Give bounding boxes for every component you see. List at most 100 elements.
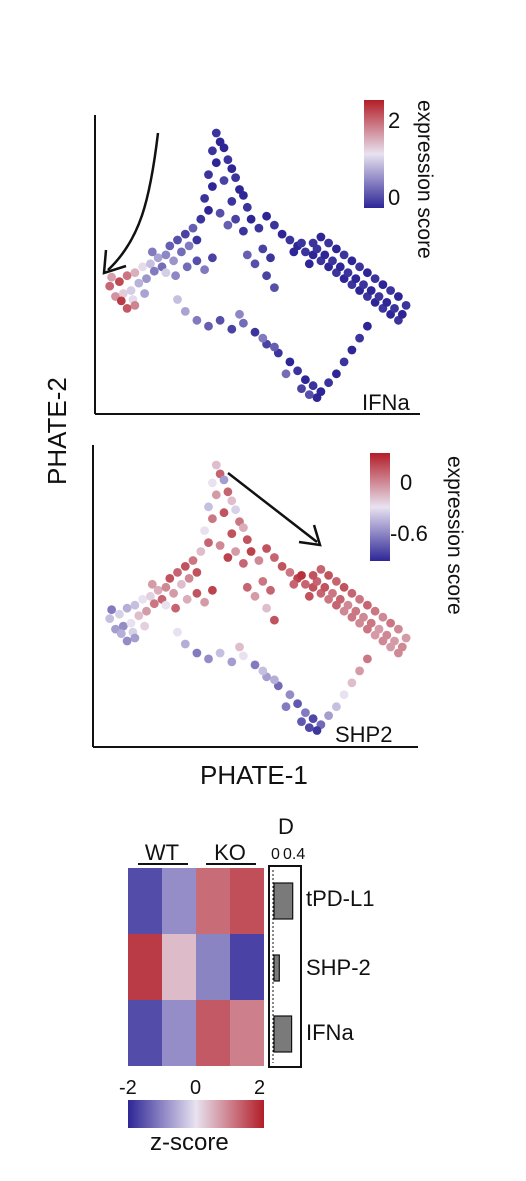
scatter-point xyxy=(250,259,260,269)
scatter-point xyxy=(208,146,217,156)
scatter-point xyxy=(328,588,337,598)
scatter-point xyxy=(355,594,364,604)
scatter-point xyxy=(242,202,252,212)
scatter-point xyxy=(146,259,155,269)
scatter-point xyxy=(239,559,248,568)
scatter-point xyxy=(196,547,206,556)
scatter-point xyxy=(335,262,345,272)
scatter-point xyxy=(227,324,237,334)
scatter-point xyxy=(122,636,132,646)
scatter-point xyxy=(355,666,364,676)
scatter-point xyxy=(204,205,213,215)
scatter-point xyxy=(277,229,287,239)
scatter-point xyxy=(382,630,392,640)
scatter-point xyxy=(219,475,229,485)
heatmap-column-groups: WT KO xyxy=(138,840,256,865)
heatmap-cell xyxy=(162,934,196,1000)
scatter-point xyxy=(171,271,181,281)
scatter-point xyxy=(281,369,291,379)
scatter-point xyxy=(235,309,244,319)
heatmap-cell xyxy=(230,1000,264,1066)
scatter-point xyxy=(343,268,353,278)
colorbar-gradient xyxy=(128,1100,264,1128)
scatter-point xyxy=(355,333,364,343)
scatter-point xyxy=(173,235,182,245)
scatter-point xyxy=(401,633,411,643)
scatter-point xyxy=(140,621,150,631)
bar-axis-tick: 0 xyxy=(271,846,280,863)
scatter-point xyxy=(140,289,150,298)
scatter-point xyxy=(231,547,241,556)
scatter-point xyxy=(390,636,399,646)
scatter-point xyxy=(316,232,326,242)
scatter-point xyxy=(153,253,163,263)
heatmap-row-label: SHP-2 xyxy=(306,955,371,980)
scatter-point xyxy=(147,579,157,589)
scatter-point xyxy=(227,657,237,667)
scatter-point xyxy=(223,155,233,165)
scatter-point xyxy=(105,281,115,291)
scatter-point xyxy=(297,384,306,393)
heatmap-cell xyxy=(162,1000,196,1066)
scatter-point xyxy=(192,588,202,598)
scatter-point xyxy=(138,594,148,604)
scatter-point xyxy=(316,565,326,574)
scatter-point xyxy=(211,460,221,470)
scatter-point xyxy=(165,241,175,251)
scatter-point xyxy=(196,214,206,224)
scatter-point xyxy=(254,223,264,233)
scatter-point xyxy=(161,582,171,592)
scatter-point xyxy=(370,274,380,283)
scatter-point xyxy=(277,562,287,571)
heatmap-cell xyxy=(196,868,230,934)
scatter-point xyxy=(242,535,252,544)
scatter-point xyxy=(118,621,128,631)
scatter-point xyxy=(149,599,159,609)
scatter-point xyxy=(142,274,151,283)
scatter-point xyxy=(250,591,260,601)
scatter-point xyxy=(134,611,144,621)
scatter-point xyxy=(394,292,403,301)
scatter-point xyxy=(204,538,213,547)
scatter-point xyxy=(239,523,248,532)
scatter-point xyxy=(138,262,148,272)
scatter-point xyxy=(208,182,217,191)
scatter-point xyxy=(250,327,260,337)
y-axis-label: PHATE-2 xyxy=(42,377,72,485)
scatter-point xyxy=(332,577,341,586)
scatter-point xyxy=(250,660,260,670)
colorbar-tick: 0 xyxy=(190,1077,201,1099)
colorbar-tick-high: 2 xyxy=(388,108,400,133)
scatter-point xyxy=(184,574,194,583)
scatter-point xyxy=(370,606,380,616)
scatter-point xyxy=(180,639,190,649)
bar xyxy=(273,954,280,982)
scatter-point xyxy=(115,277,124,286)
scatter-point xyxy=(285,357,295,367)
scatter-point xyxy=(363,600,372,610)
scatter-point xyxy=(297,571,306,580)
scatter-point xyxy=(161,600,171,610)
scatter-point xyxy=(165,574,175,583)
scatter-point xyxy=(242,250,252,260)
scatter-point xyxy=(246,547,256,556)
scatter-point xyxy=(231,214,241,224)
scatter-point xyxy=(347,345,357,355)
panel-label-ifna: IFNa xyxy=(362,390,410,415)
heatmap-cell xyxy=(196,1000,230,1066)
trajectory-arrow-head xyxy=(102,249,127,275)
scatter-point xyxy=(173,627,182,637)
scatter-point xyxy=(239,191,248,200)
scatter-point xyxy=(122,271,132,281)
bar-frame xyxy=(268,865,302,1068)
scatter-panel-shp2: SHP2 0 -0.6 expression score PHATE-1 xyxy=(92,445,466,790)
scatter-point xyxy=(343,600,353,610)
heatmap-row-label: tPD-L1 xyxy=(306,886,374,911)
scatter-point xyxy=(308,571,318,580)
scatter-point xyxy=(223,220,233,230)
scatter-point xyxy=(107,272,116,282)
scatter-point xyxy=(188,223,198,233)
scatter-point xyxy=(335,594,345,604)
scatter-point xyxy=(270,675,279,685)
scatter-point xyxy=(270,342,279,352)
